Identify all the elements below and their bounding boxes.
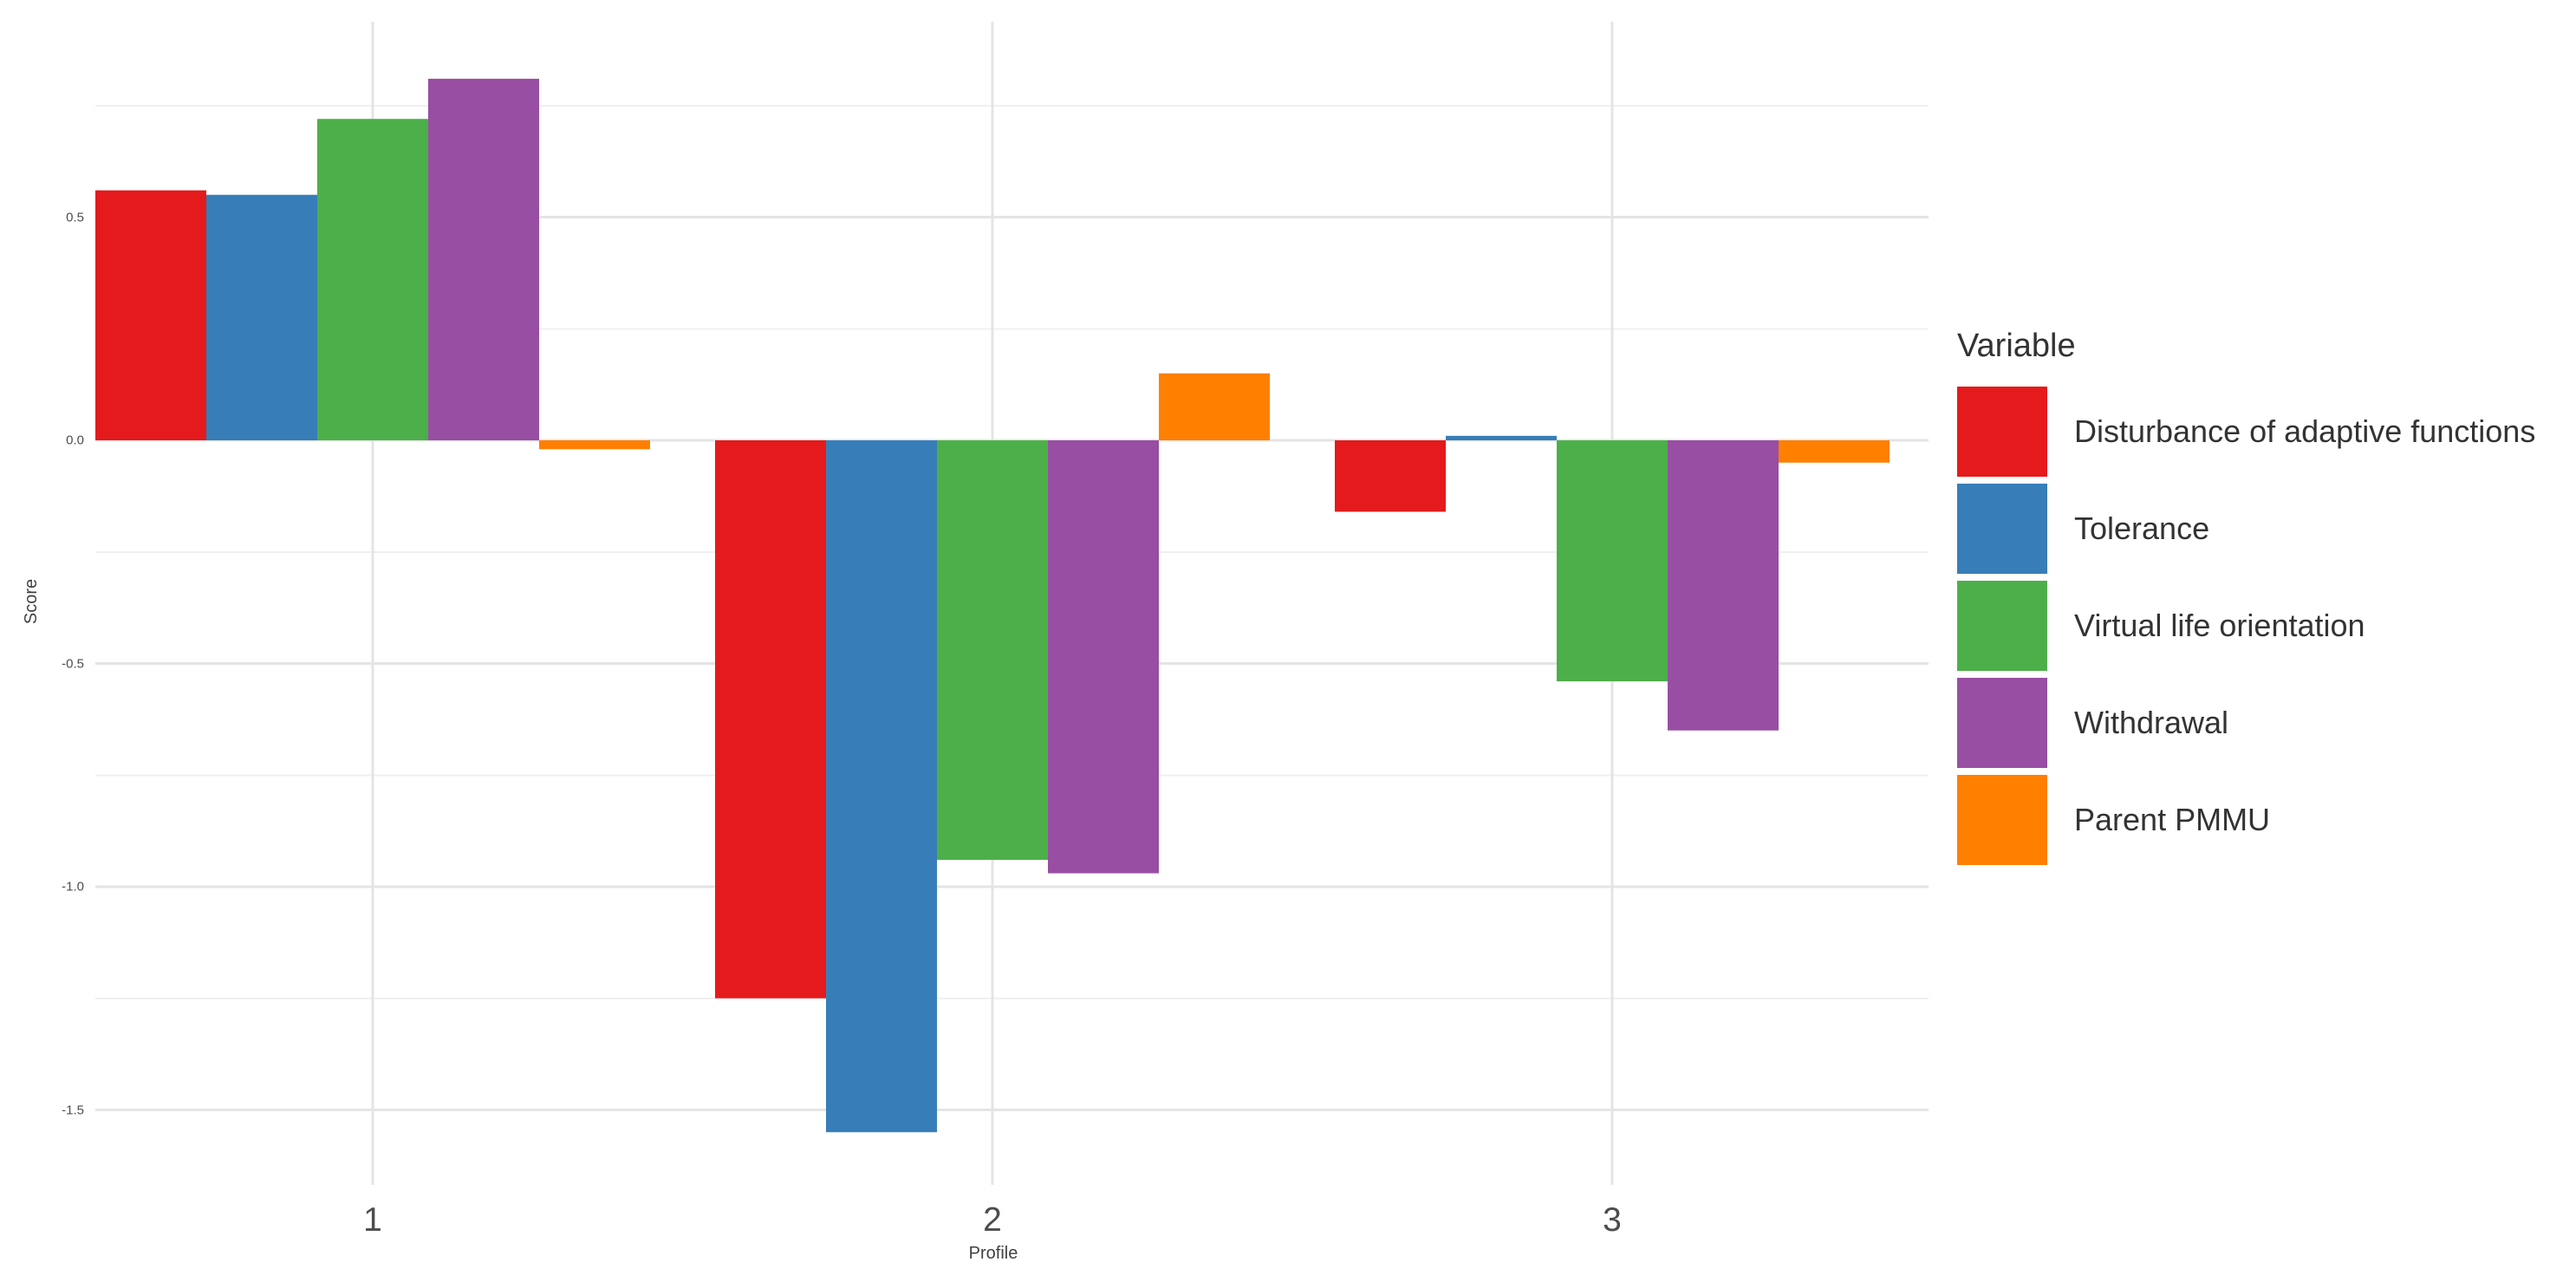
- y-tick-label: 0.0: [66, 433, 84, 448]
- legend-item: Withdrawal: [1957, 677, 2535, 768]
- bar-series2-group1: [206, 194, 317, 440]
- y-tick-label: -1.5: [62, 1103, 84, 1117]
- bar-series3-group2: [937, 440, 1048, 861]
- x-tick-label: 2: [983, 1201, 1002, 1239]
- legend-swatch-icon: [1957, 483, 2047, 574]
- legend-item: Parent PMMU: [1957, 774, 2535, 865]
- bar-series1-group2: [715, 440, 826, 999]
- legend-item: Disturbance of adaptive functions: [1957, 386, 2536, 477]
- bar-series4-group3: [1668, 440, 1779, 731]
- legend-label: Tolerance: [2074, 510, 2210, 546]
- legend-items: Disturbance of adaptive functions Toleran…: [1957, 386, 2536, 872]
- bar-series1-group1: [95, 190, 206, 440]
- bar-series4-group2: [1048, 440, 1159, 874]
- legend-label: Parent PMMU: [2074, 801, 2271, 837]
- x-axis-title: Profile: [968, 1244, 1018, 1263]
- bar-series4-group1: [428, 78, 539, 440]
- x-tick-label: 1: [363, 1201, 382, 1239]
- y-axis-title: Score: [22, 578, 41, 625]
- bar-series5-group2: [1159, 373, 1270, 440]
- legend-swatch-icon: [1957, 386, 2047, 477]
- y-tick-label: -1.0: [62, 879, 84, 894]
- y-tick-label: 0.5: [66, 210, 84, 224]
- legend-label: Withdrawal: [2074, 704, 2229, 740]
- bar-series3-group1: [317, 119, 428, 440]
- bar-series3-group3: [1557, 440, 1668, 682]
- bars: [95, 78, 1890, 1133]
- legend-title: Variable: [1957, 328, 2076, 364]
- legend-swatch-icon: [1957, 580, 2047, 671]
- legend-item: Tolerance: [1957, 483, 2535, 574]
- legend-swatch-icon: [1957, 774, 2047, 865]
- legend-label: Disturbance of adaptive functions: [2074, 413, 2536, 449]
- x-tick-label: 3: [1603, 1201, 1622, 1239]
- y-tick-label: -0.5: [62, 656, 84, 671]
- bar-series5-group1: [539, 440, 650, 450]
- bar-series2-group2: [826, 440, 937, 1133]
- bar-series5-group3: [1779, 440, 1890, 463]
- legend: Variable Disturbance of adaptive functio…: [1957, 328, 2535, 872]
- legend-item: Virtual life orientation: [1957, 580, 2535, 671]
- bar-series2-group3: [1446, 435, 1557, 440]
- legend-label: Virtual life orientation: [2074, 607, 2365, 643]
- bar-series1-group3: [1335, 440, 1446, 512]
- legend-swatch-icon: [1957, 677, 2047, 768]
